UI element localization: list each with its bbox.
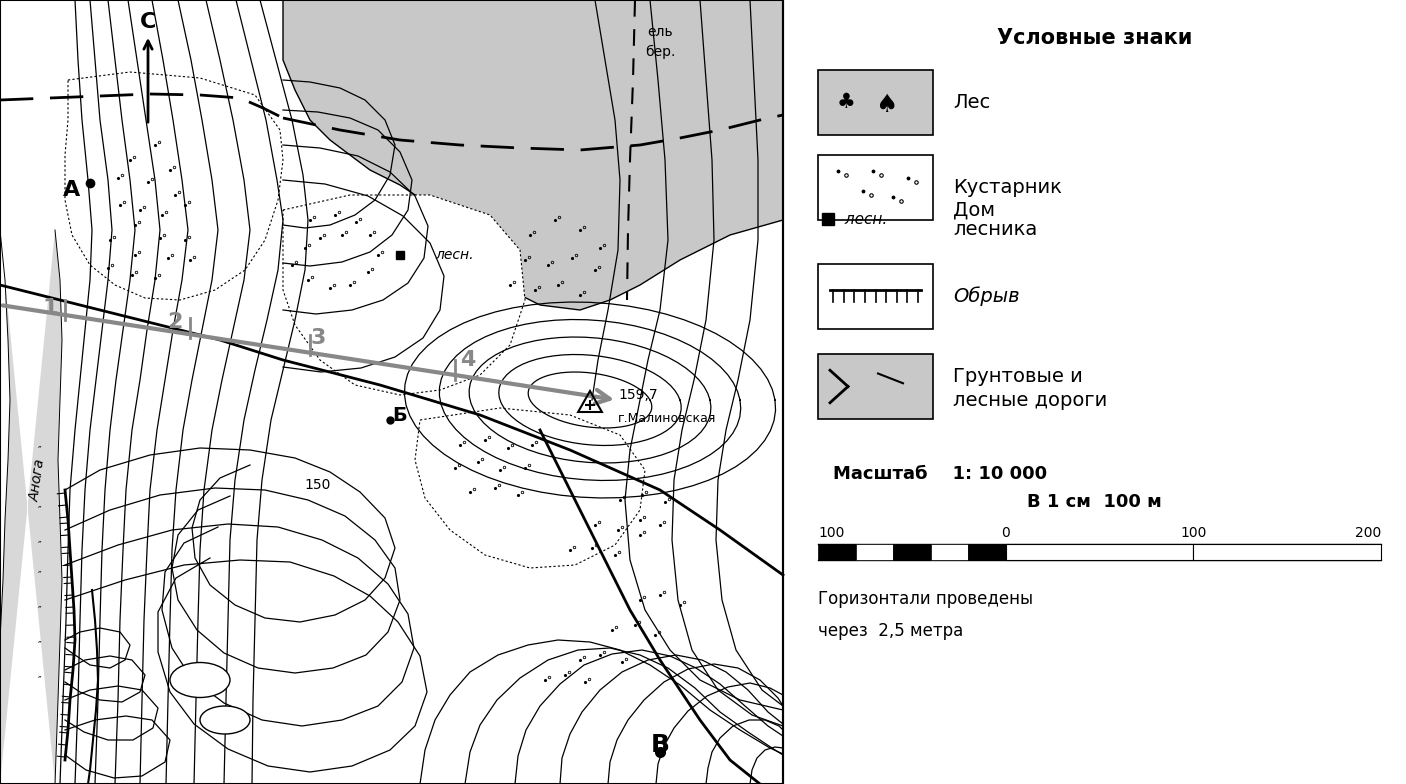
Text: лесные дороги: лесные дороги	[953, 391, 1108, 410]
Text: ♠: ♠	[875, 93, 897, 117]
Text: Дом: Дом	[953, 200, 995, 219]
Bar	[893, 544, 931, 560]
Text: 0: 0	[1001, 526, 1010, 540]
Text: лесн.: лесн.	[839, 212, 887, 227]
Bar	[969, 544, 1005, 560]
Text: 4: 4	[460, 350, 475, 370]
Text: ″: ″	[38, 505, 42, 515]
Polygon shape	[283, 195, 524, 395]
Bar	[783, 0, 1406, 784]
Text: г.Малиновская: г.Малиновская	[619, 412, 717, 424]
Text: 2: 2	[167, 312, 183, 332]
Text: А: А	[63, 180, 80, 200]
Bar	[818, 70, 934, 135]
Bar	[0, 0, 783, 784]
Text: 159,7: 159,7	[619, 388, 658, 402]
Polygon shape	[65, 72, 283, 300]
Bar	[818, 544, 855, 560]
Text: Лес: Лес	[953, 93, 990, 112]
Bar	[818, 155, 934, 220]
Text: ″: ″	[38, 475, 42, 485]
Text: С: С	[139, 12, 156, 32]
Text: ″: ″	[38, 640, 42, 650]
Text: Условные знаки: Условные знаки	[997, 28, 1192, 48]
Text: 200: 200	[1355, 526, 1381, 540]
Bar	[1005, 544, 1194, 560]
Text: ″: ″	[38, 540, 42, 550]
Text: ♣: ♣	[837, 93, 855, 112]
Bar	[818, 354, 934, 419]
Text: Масштаб    1: 10 000: Масштаб 1: 10 000	[832, 465, 1047, 483]
Text: Б: Б	[392, 405, 408, 424]
Text: Анога: Анога	[28, 458, 48, 503]
Text: В: В	[651, 733, 669, 757]
Polygon shape	[0, 230, 62, 784]
Text: ель: ель	[647, 25, 673, 39]
Bar	[855, 544, 893, 560]
Text: ″: ″	[38, 570, 42, 580]
Text: 3: 3	[311, 328, 326, 348]
Ellipse shape	[170, 662, 231, 698]
Polygon shape	[415, 408, 645, 568]
Text: через  2,5 метра: через 2,5 метра	[818, 622, 963, 640]
Bar	[931, 544, 969, 560]
Text: лесн.: лесн.	[434, 248, 474, 262]
Text: Горизонтали проведены: Горизонтали проведены	[818, 590, 1033, 608]
Text: 1: 1	[42, 298, 58, 318]
Text: 150: 150	[305, 478, 332, 492]
Bar	[818, 264, 934, 329]
Text: ″: ″	[38, 605, 42, 615]
Text: лесника: лесника	[953, 220, 1038, 239]
Text: 100: 100	[1180, 526, 1206, 540]
Text: Обрыв: Обрыв	[953, 287, 1019, 307]
Text: ″: ″	[38, 675, 42, 685]
Text: Кустарник: Кустарник	[953, 178, 1062, 197]
Text: 100: 100	[818, 526, 845, 540]
Bar	[1194, 544, 1381, 560]
Text: ″: ″	[38, 445, 42, 455]
Polygon shape	[283, 0, 783, 310]
Text: бер.: бер.	[645, 45, 675, 59]
Text: В 1 см  100 м: В 1 см 100 м	[1028, 493, 1161, 511]
Ellipse shape	[200, 706, 250, 734]
Text: Грунтовые и: Грунтовые и	[953, 367, 1083, 387]
